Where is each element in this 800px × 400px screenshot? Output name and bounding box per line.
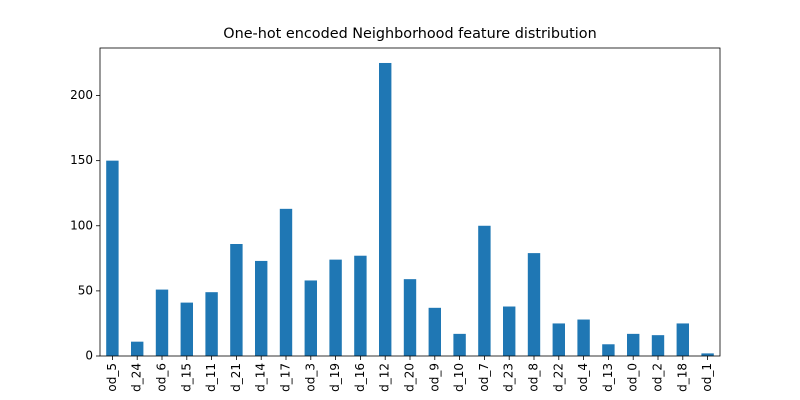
x-tick-label: d_16 xyxy=(353,363,367,392)
bar xyxy=(478,225,491,356)
bar xyxy=(676,323,689,356)
bar xyxy=(329,259,342,356)
x-tick-label: d_19 xyxy=(328,363,342,392)
bar xyxy=(304,280,317,356)
x-tick-label: od_4 xyxy=(576,363,590,392)
bar xyxy=(651,335,665,356)
x-tick-label: d_21 xyxy=(229,363,243,392)
x-tick-label: d_14 xyxy=(254,363,268,392)
x-tick-label: d_22 xyxy=(551,363,565,392)
bar xyxy=(428,307,441,356)
bar xyxy=(627,333,640,356)
bar xyxy=(701,353,714,356)
bar xyxy=(155,289,169,356)
x-tick-label: od_5 xyxy=(105,363,119,392)
x-tick-label: od_6 xyxy=(155,363,169,392)
bar xyxy=(453,333,466,356)
y-tick-label: 200 xyxy=(70,88,93,102)
chart-title: One-hot encoded Neighborhood feature dis… xyxy=(223,26,596,42)
x-tick-label: d_12 xyxy=(378,363,392,392)
bar xyxy=(205,292,218,356)
x-tick-label: d_11 xyxy=(204,363,218,392)
bar xyxy=(279,208,293,356)
x-tick-label: od_8 xyxy=(527,363,541,392)
x-tick-label: od_9 xyxy=(427,363,441,392)
x-tick-label: od_3 xyxy=(303,363,317,392)
x-tick-label: d_23 xyxy=(502,363,516,392)
x-tick-label: od_2 xyxy=(651,363,665,392)
bar xyxy=(106,160,119,356)
x-tick-label: d_17 xyxy=(279,363,293,392)
x-tick-label: d_24 xyxy=(130,363,144,392)
bar xyxy=(403,279,417,356)
bar xyxy=(503,306,516,356)
bar xyxy=(131,341,144,356)
y-tick-label: 150 xyxy=(70,153,93,167)
bar xyxy=(552,323,565,356)
bar xyxy=(379,62,392,356)
bar xyxy=(577,319,590,356)
y-tick-label: 100 xyxy=(70,218,93,232)
x-tick-label: od_1 xyxy=(700,363,714,392)
x-tick-label: d_13 xyxy=(601,363,615,392)
bar xyxy=(255,260,268,356)
x-tick-label: d_15 xyxy=(179,363,193,392)
bar xyxy=(354,255,367,356)
y-tick-label: 50 xyxy=(78,283,93,297)
bar xyxy=(180,302,193,356)
x-tick-label: od_0 xyxy=(626,363,640,392)
bar xyxy=(527,253,541,356)
x-tick-label: d_10 xyxy=(452,363,466,392)
x-tick-label: d_20 xyxy=(403,363,417,392)
y-tick-label: 0 xyxy=(85,349,93,363)
x-tick-label: d_18 xyxy=(675,363,689,392)
x-tick-label: od_7 xyxy=(477,363,491,392)
bar xyxy=(602,344,615,356)
plot-frame xyxy=(99,47,721,357)
bar xyxy=(230,244,243,356)
